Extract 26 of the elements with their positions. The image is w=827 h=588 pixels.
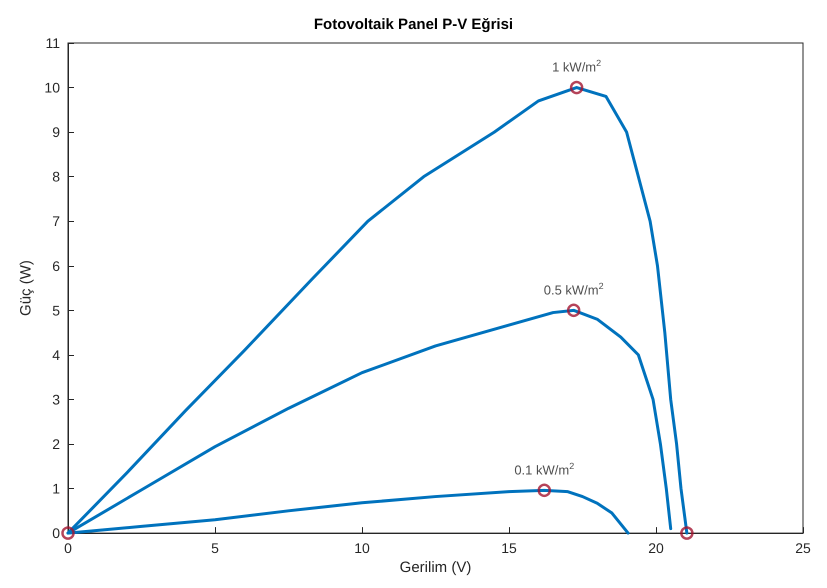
x-axis-title: Gerilim (V) (400, 559, 472, 576)
x-tick-label: 25 (795, 540, 811, 556)
y-tick-label: 0 (52, 525, 60, 542)
y-tick-label: 6 (52, 258, 60, 274)
y-tick-label: 3 (52, 391, 60, 408)
y-tick-label: 9 (52, 124, 60, 140)
chart-title: Fotovoltaik Panel P-V Eğrisi (314, 16, 514, 33)
x-tick-label: 0 (64, 540, 72, 556)
y-tick-label: 11 (45, 35, 60, 51)
point (680, 526, 694, 540)
point (538, 484, 552, 498)
y-tick-label: 4 (52, 346, 60, 363)
y-tick-label: 1 (52, 480, 60, 497)
point (61, 526, 75, 540)
y-tick-label: 2 (52, 436, 60, 452)
point (566, 304, 580, 318)
point (570, 80, 584, 94)
x-tick-label: 10 (354, 540, 370, 556)
x-tick-label: 20 (648, 540, 664, 556)
y-tick-label: 10 (44, 80, 60, 96)
y-tick-label: 7 (52, 213, 60, 230)
y-tick-label: 5 (52, 302, 60, 318)
y-axis-title: Güç (W) (18, 260, 35, 316)
y-tick-label: 8 (52, 168, 60, 185)
x-tick-label: 15 (501, 540, 517, 556)
x-tick-label: 5 (211, 540, 220, 556)
